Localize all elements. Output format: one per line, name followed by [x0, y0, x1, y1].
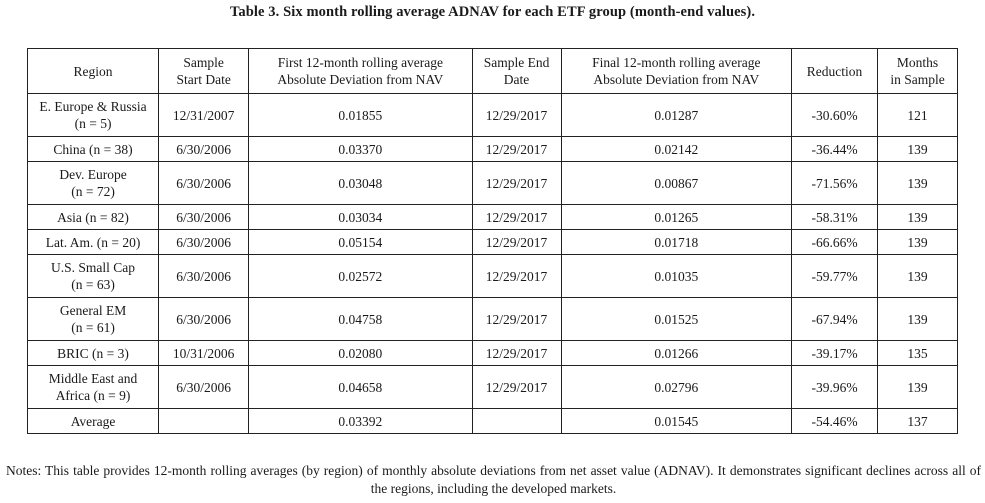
- table-row: Lat. Am. (n = 20) 6/30/2006 0.05154 12/29/2…: [26, 229, 958, 255]
- cell-region: Middle East and Africa (n = 9): [26, 365, 160, 409]
- table-caption: Table 3. Six month rolling average ADNAV…: [229, 4, 756, 20]
- cell-end-date: 12/29/2017: [471, 136, 562, 162]
- cell-end-date: 12/29/2017: [471, 340, 562, 366]
- table-body: E. Europe & Russia (n = 5) 12/31/2007 0.018…: [26, 93, 958, 434]
- cell-end-date: 12/29/2017: [471, 204, 562, 230]
- cell-start-date: 12/31/2007: [158, 93, 250, 137]
- cell-months: 139: [877, 204, 958, 230]
- cell-end-date: 12/29/2017: [471, 365, 562, 409]
- cell-first-average: 0.03048: [248, 161, 473, 205]
- header-first-average: First 12-month rolling average Absolute D…: [248, 48, 473, 94]
- cell-months: 121: [877, 93, 958, 137]
- cell-reduction: -39.96%: [791, 365, 879, 409]
- cell-first-average: 0.01855: [248, 93, 473, 137]
- header-months: Months in Sample: [877, 48, 958, 94]
- adnav-table: Region Sample Start Date First 12-month r…: [26, 48, 958, 434]
- cell-reduction: -66.66%: [791, 229, 879, 255]
- cell-final-average: 0.00867: [560, 161, 793, 205]
- cell-start-date: 6/30/2006: [158, 204, 250, 230]
- table-row: General EM (n = 61) 6/30/2006 0.04758 12/29/…: [26, 297, 958, 341]
- table-row: E. Europe & Russia (n = 5) 12/31/2007 0.018…: [26, 93, 958, 137]
- cell-start-date: 6/30/2006: [158, 365, 250, 409]
- cell-first-average: 0.03370: [248, 136, 473, 162]
- cell-reduction: -59.77%: [791, 254, 879, 298]
- cell-start-date: 10/31/2006: [158, 340, 250, 366]
- cell-start-date: 6/30/2006: [158, 161, 250, 205]
- cell-first-average: 0.03392: [248, 408, 473, 434]
- cell-final-average: 0.01035: [560, 254, 793, 298]
- cell-start-date: 6/30/2006: [158, 229, 250, 255]
- cell-start-date: 6/30/2006: [158, 136, 250, 162]
- cell-reduction: -71.56%: [791, 161, 879, 205]
- cell-months: 139: [877, 136, 958, 162]
- cell-start-date: 6/30/2006: [158, 254, 250, 298]
- table-row: Average 0.03392 0.01545 -54.46% 137: [26, 408, 958, 434]
- cell-first-average: 0.03034: [248, 204, 473, 230]
- cell-months: 139: [877, 229, 958, 255]
- cell-reduction: -54.46%: [791, 408, 879, 434]
- table-row: China (n = 38) 6/30/2006 0.03370 12/29/2017…: [26, 136, 958, 162]
- cell-final-average: 0.01718: [560, 229, 793, 255]
- cell-region: U.S. Small Cap (n = 63): [26, 254, 160, 298]
- cell-region: Dev. Europe (n = 72): [26, 161, 160, 205]
- cell-months: 139: [877, 365, 958, 409]
- table-row: Middle East and Africa (n = 9) 6/30/2006 0.…: [26, 365, 958, 409]
- cell-start-date: [158, 408, 250, 434]
- table-row: BRIC (n = 3) 10/31/2006 0.02080 12/29/2017 0…: [26, 340, 958, 366]
- table-notes: Notes: This table provides 12-month roll…: [6, 463, 981, 496]
- cell-region: China (n = 38): [26, 136, 160, 162]
- header-final-average: Final 12-month rolling average Absolute D…: [560, 48, 793, 94]
- header-region: Region: [26, 48, 160, 94]
- cell-first-average: 0.04758: [248, 297, 473, 341]
- header-reduction: Reduction: [791, 48, 879, 94]
- header-row: Region Sample Start Date First 12-month r…: [26, 48, 958, 94]
- cell-months: 139: [877, 297, 958, 341]
- table-row: U.S. Small Cap (n = 63) 6/30/2006 0.02572 12…: [26, 254, 958, 298]
- cell-end-date: 12/29/2017: [471, 93, 562, 137]
- cell-region: E. Europe & Russia (n = 5): [26, 93, 160, 137]
- table-row: Asia (n = 82) 6/30/2006 0.03034 12/29/2017 0…: [26, 204, 958, 230]
- cell-months: 139: [877, 161, 958, 205]
- cell-first-average: 0.04658: [248, 365, 473, 409]
- cell-reduction: -67.94%: [791, 297, 879, 341]
- header-end-date: Sample End Date: [471, 48, 562, 94]
- cell-end-date: 12/29/2017: [471, 229, 562, 255]
- cell-final-average: 0.01266: [560, 340, 793, 366]
- cell-end-date: 12/29/2017: [471, 254, 562, 298]
- cell-end-date: 12/29/2017: [471, 161, 562, 205]
- cell-final-average: 0.01265: [560, 204, 793, 230]
- cell-first-average: 0.05154: [248, 229, 473, 255]
- cell-final-average: 0.01545: [560, 408, 793, 434]
- cell-end-date: [471, 408, 562, 434]
- cell-region: Average: [26, 408, 160, 434]
- cell-region: BRIC (n = 3): [26, 340, 160, 366]
- cell-reduction: -36.44%: [791, 136, 879, 162]
- cell-region: Lat. Am. (n = 20): [26, 229, 160, 255]
- cell-region: Asia (n = 82): [26, 204, 160, 230]
- cell-first-average: 0.02572: [248, 254, 473, 298]
- cell-reduction: -39.17%: [791, 340, 879, 366]
- table-row: Dev. Europe (n = 72) 6/30/2006 0.03048 12/29…: [26, 161, 958, 205]
- cell-months: 135: [877, 340, 958, 366]
- cell-final-average: 0.02142: [560, 136, 793, 162]
- cell-region: General EM (n = 61): [26, 297, 160, 341]
- cell-end-date: 12/29/2017: [471, 297, 562, 341]
- header-start-date: Sample Start Date: [158, 48, 250, 94]
- cell-final-average: 0.02796: [560, 365, 793, 409]
- cell-months: 137: [877, 408, 958, 434]
- cell-reduction: -30.60%: [791, 93, 879, 137]
- cell-months: 139: [877, 254, 958, 298]
- cell-final-average: 0.01525: [560, 297, 793, 341]
- cell-start-date: 6/30/2006: [158, 297, 250, 341]
- cell-first-average: 0.02080: [248, 340, 473, 366]
- cell-final-average: 0.01287: [560, 93, 793, 137]
- cell-reduction: -58.31%: [791, 204, 879, 230]
